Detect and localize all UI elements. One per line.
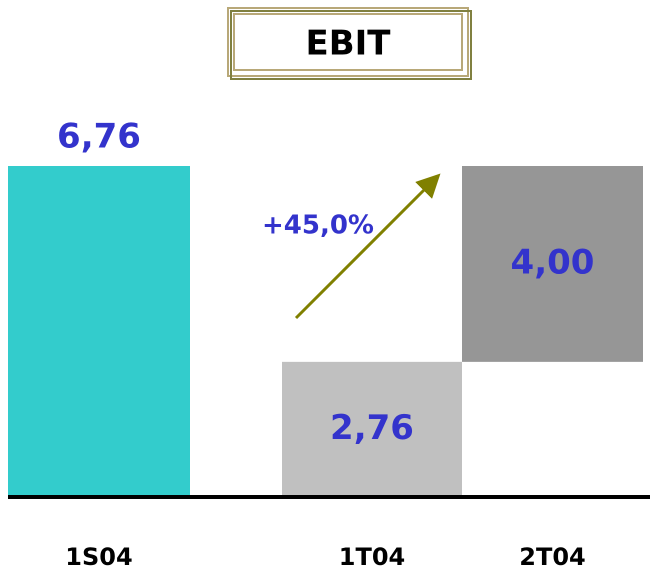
annotation: +45,0%	[262, 211, 374, 241]
value-label: 2,76	[330, 408, 414, 448]
value-label: 6,76	[57, 117, 141, 157]
x-tick-label: 1S04	[65, 543, 132, 571]
title-frame-inner	[233, 13, 463, 71]
x-tick-label: 1T04	[339, 543, 405, 571]
bar	[462, 166, 643, 362]
value-label: 4,00	[511, 242, 595, 282]
x-tick-label: 2T04	[519, 543, 585, 571]
chart-title: EBIT	[306, 24, 392, 64]
growth-arrow	[294, 173, 441, 320]
bar	[8, 166, 190, 497]
bar	[282, 361, 462, 497]
title-frame-shadow	[230, 10, 472, 80]
